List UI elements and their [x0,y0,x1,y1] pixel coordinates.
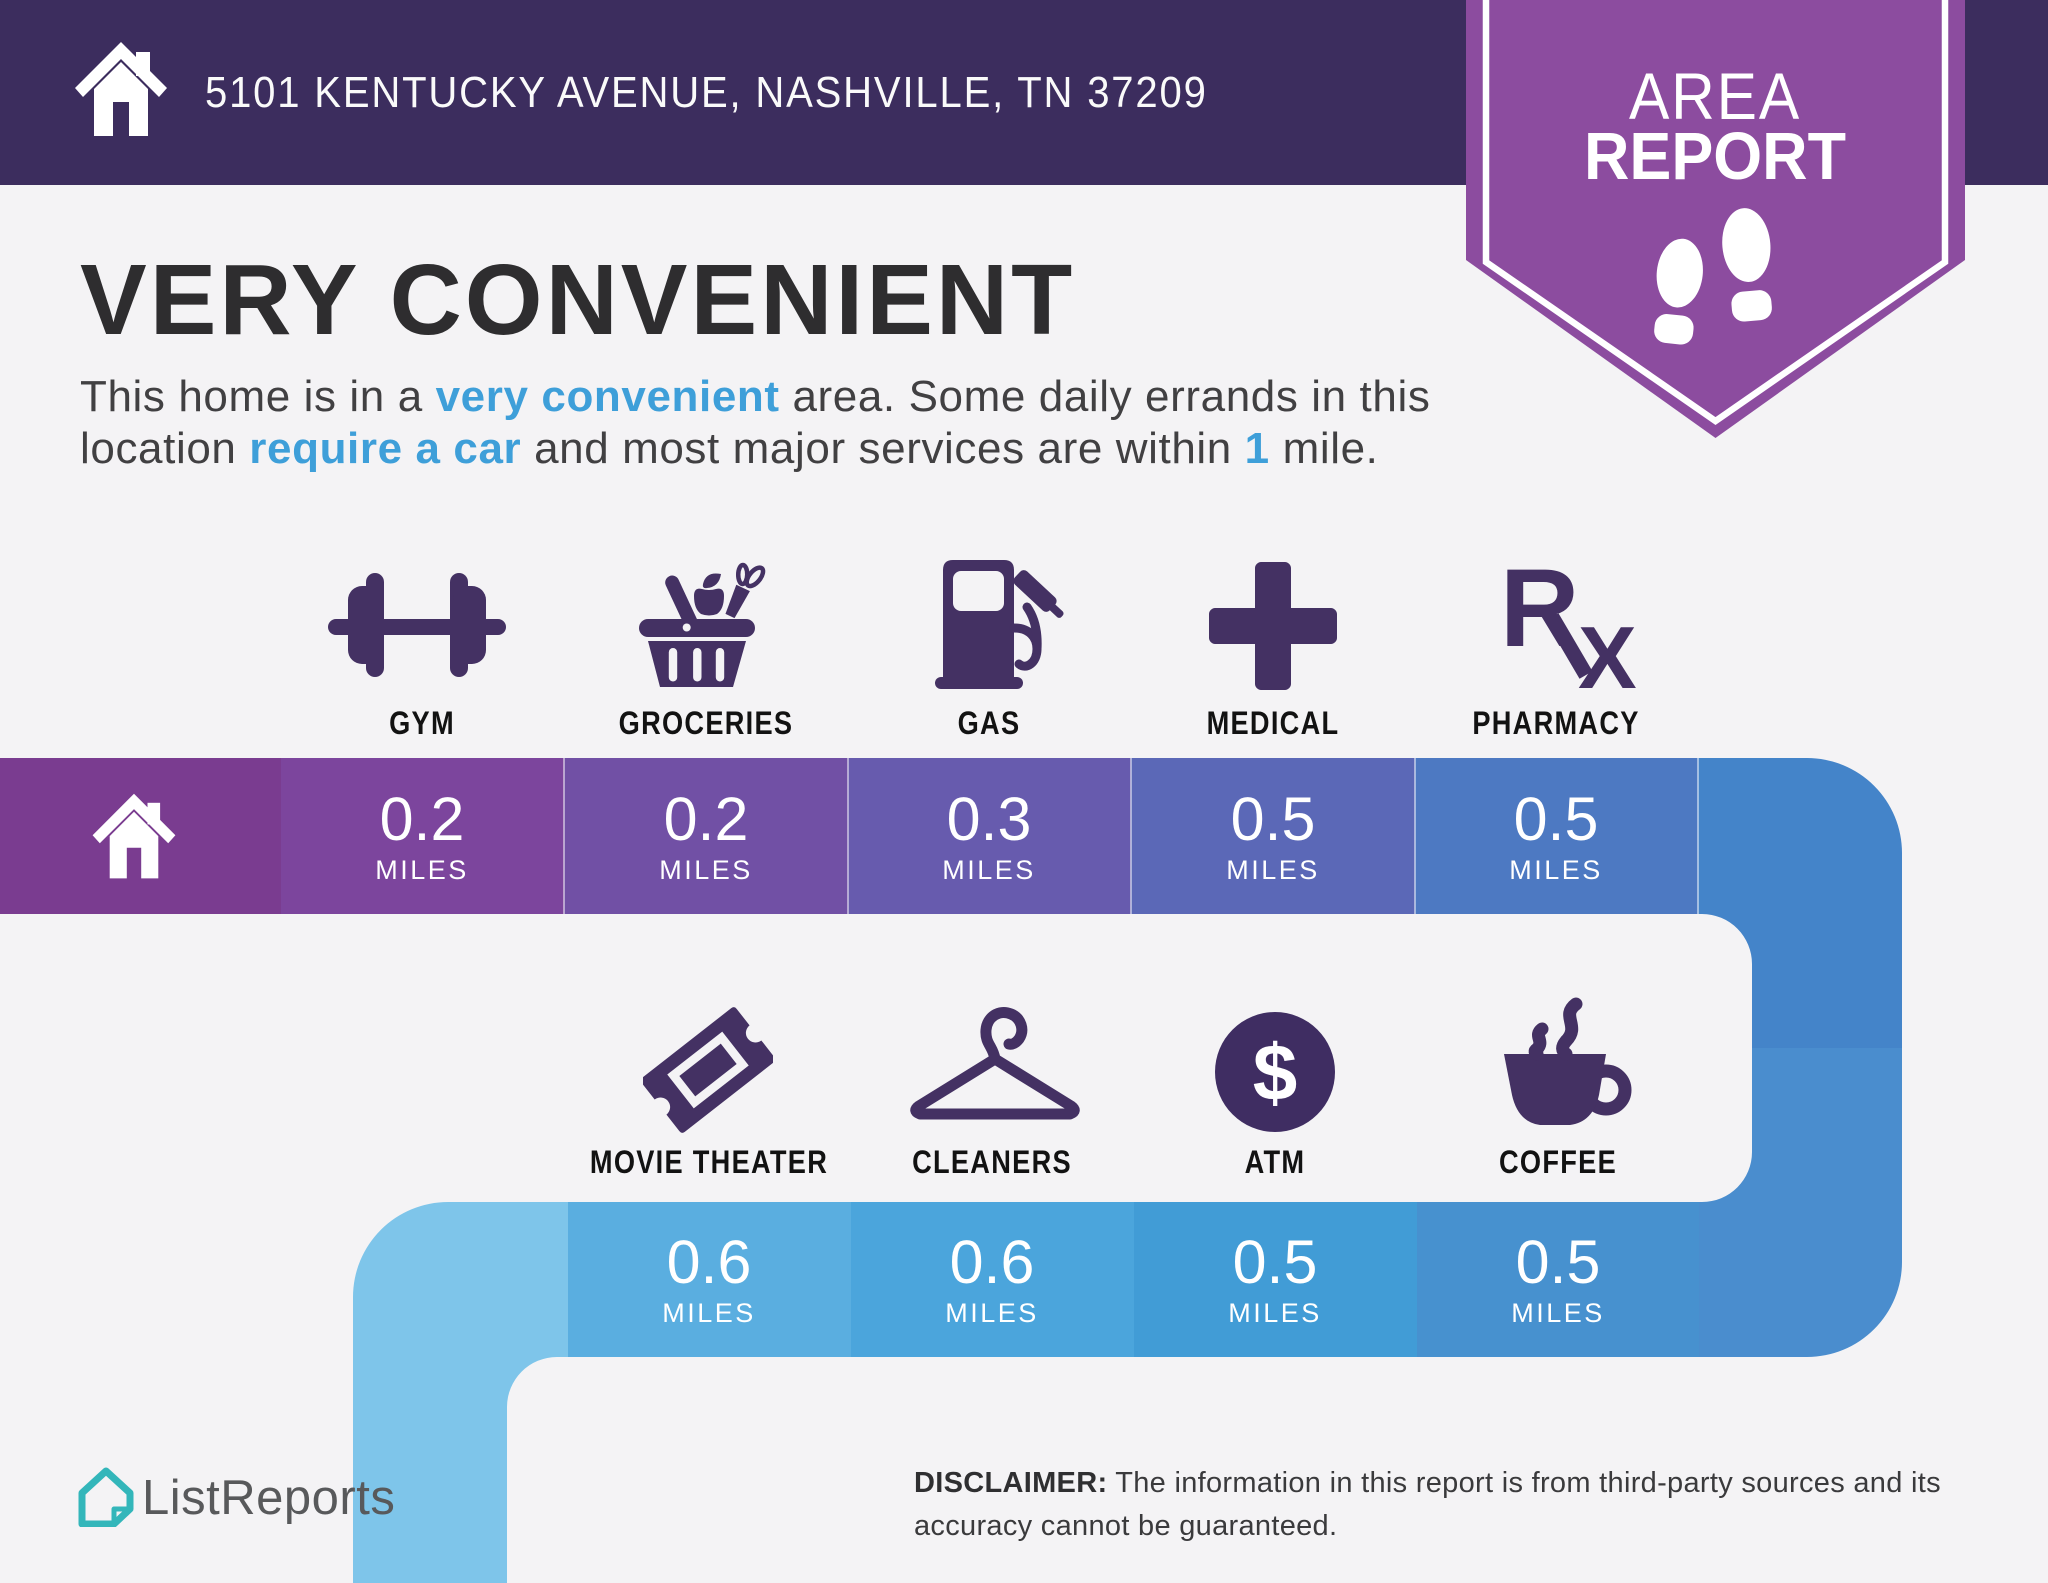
svg-text:REPORT: REPORT [1584,119,1846,194]
svg-text:$: $ [1253,1028,1298,1117]
svg-text:AREA: AREA [1629,59,1801,133]
svg-text:X: X [1578,608,1636,700]
